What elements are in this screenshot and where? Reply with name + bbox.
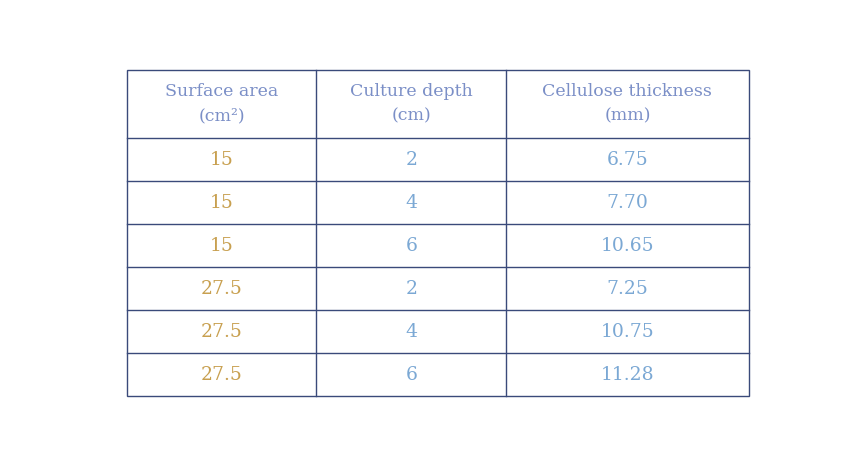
Text: 7.25: 7.25: [606, 279, 647, 298]
Text: Culture depth
(cm): Culture depth (cm): [350, 83, 472, 125]
Text: 6: 6: [405, 366, 416, 384]
Text: Surface area
(cm²): Surface area (cm²): [165, 83, 278, 125]
Text: 27.5: 27.5: [200, 323, 242, 341]
Text: 6: 6: [405, 236, 416, 254]
Text: 4: 4: [405, 323, 417, 341]
Text: 27.5: 27.5: [200, 366, 242, 384]
Text: 10.65: 10.65: [600, 236, 653, 254]
Text: 15: 15: [209, 194, 233, 212]
Text: 7.70: 7.70: [606, 194, 647, 212]
Text: 4: 4: [405, 194, 417, 212]
Text: 10.75: 10.75: [600, 323, 653, 341]
Text: 2: 2: [405, 151, 417, 169]
Text: 27.5: 27.5: [200, 279, 242, 298]
Text: 2: 2: [405, 279, 417, 298]
Text: 15: 15: [209, 151, 233, 169]
Text: 11.28: 11.28: [600, 366, 653, 384]
Text: 6.75: 6.75: [606, 151, 647, 169]
Text: Cellulose thickness
(mm): Cellulose thickness (mm): [542, 83, 711, 125]
Text: 15: 15: [209, 236, 233, 254]
